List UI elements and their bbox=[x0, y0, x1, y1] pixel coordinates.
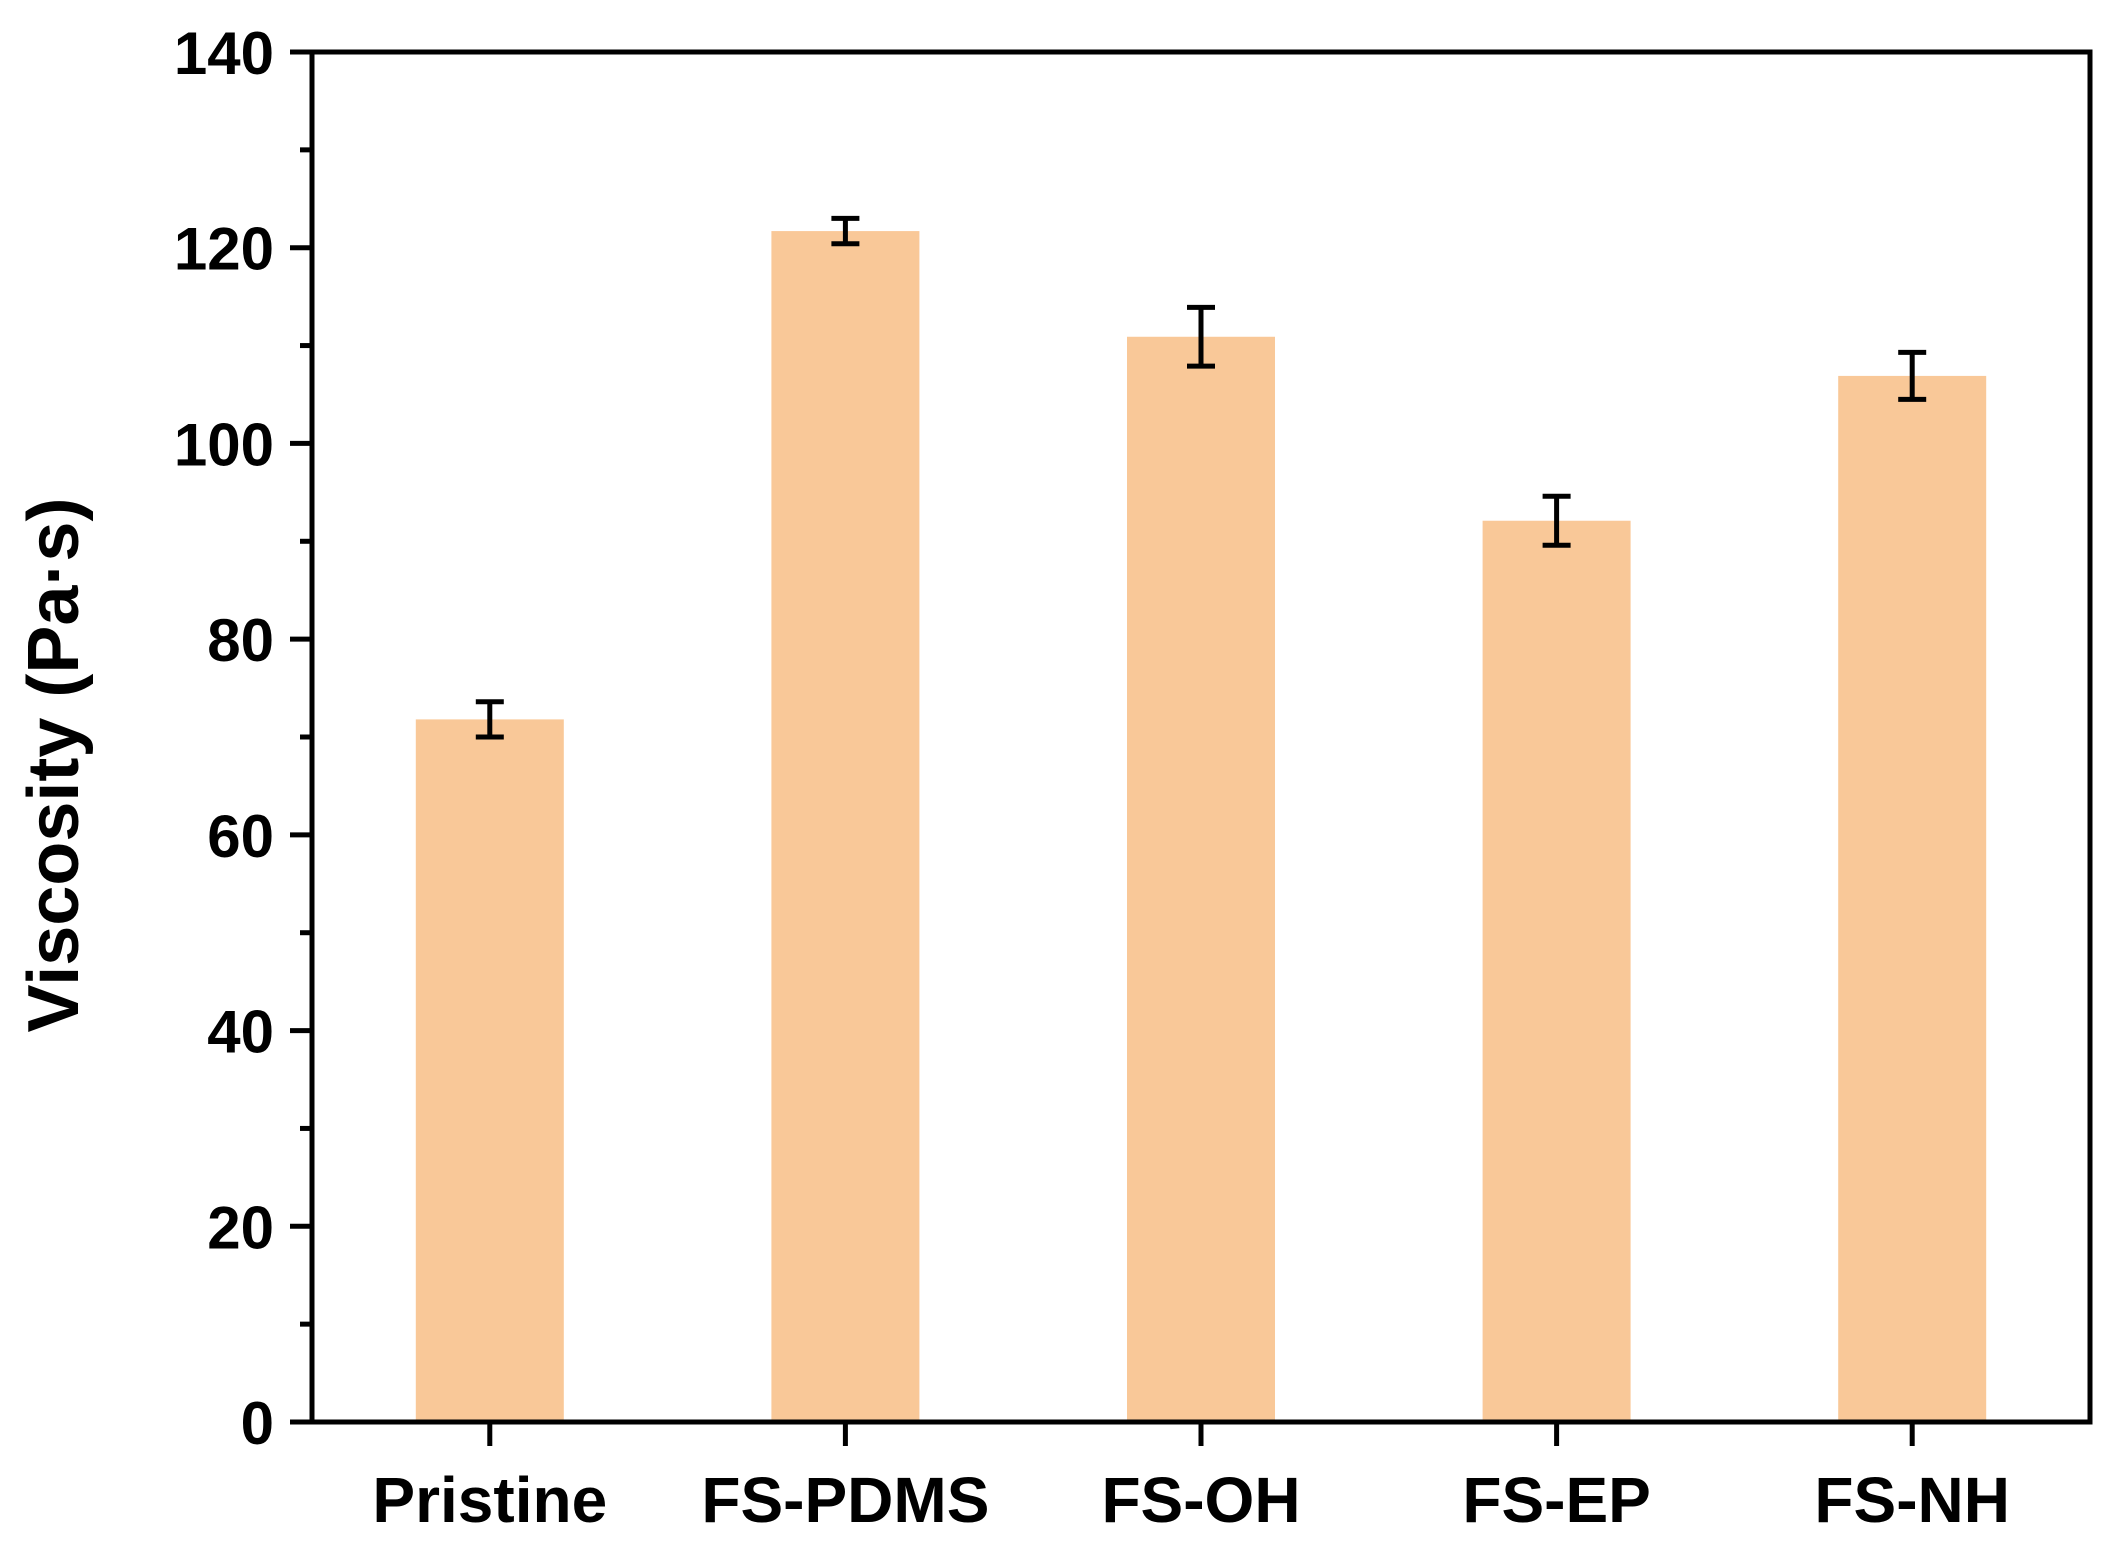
y-tick-label-0: 0 bbox=[241, 1390, 274, 1457]
x-tick-label-3: FS-EP bbox=[1462, 1464, 1650, 1536]
bar-2 bbox=[1127, 336, 1275, 1422]
bar-3 bbox=[1482, 520, 1631, 1422]
bar-1 bbox=[771, 231, 920, 1422]
y-tick-label-1: 20 bbox=[207, 1194, 274, 1261]
y-tick-label-2: 40 bbox=[207, 999, 274, 1066]
y-tick-label-3: 60 bbox=[207, 803, 274, 870]
error-bars-layer bbox=[475, 215, 1927, 740]
x-tick-label-4: FS-NH bbox=[1814, 1464, 2010, 1536]
y-tick-label-6: 120 bbox=[174, 216, 274, 283]
y-axis-label: Viscosity (Pa·s) bbox=[14, 498, 94, 1033]
y-tick-label-4: 80 bbox=[207, 607, 274, 674]
y-tick-label-5: 100 bbox=[174, 411, 274, 478]
x-axis: Pristine FS-PDMS FS-OH FS-EP FS-NH bbox=[372, 1422, 2010, 1536]
bar-0 bbox=[415, 719, 564, 1422]
x-tick-label-1: FS-PDMS bbox=[701, 1464, 989, 1536]
y-axis: 0 20 40 60 80 100 120 140 bbox=[174, 20, 312, 1457]
x-tick-label-0: Pristine bbox=[372, 1464, 607, 1536]
x-tick-label-2: FS-OH bbox=[1101, 1464, 1300, 1536]
bar-4 bbox=[1838, 375, 1987, 1423]
bars-layer bbox=[415, 231, 1987, 1423]
y-tick-label-7: 140 bbox=[174, 20, 274, 87]
